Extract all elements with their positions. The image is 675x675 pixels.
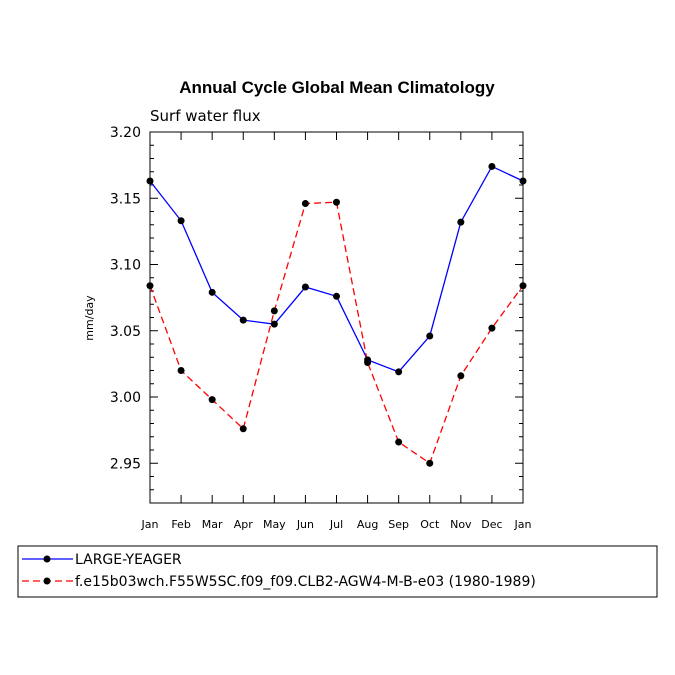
x-tick-label: May xyxy=(263,518,286,531)
series-2-point xyxy=(519,282,527,290)
series-1-point xyxy=(177,217,185,225)
series-2-point xyxy=(301,200,309,208)
series-2-point xyxy=(426,459,434,467)
x-tick-label: Dec xyxy=(481,518,502,531)
x-tick-label: Jun xyxy=(296,518,314,531)
x-tick-label: Feb xyxy=(171,518,190,531)
legend-marker-series-2 xyxy=(43,577,51,585)
series-2-point xyxy=(488,324,496,332)
x-tick-label: Jan xyxy=(141,518,159,531)
series-2-point xyxy=(177,367,185,374)
series-2-point xyxy=(146,282,154,290)
y-tick-label: 2.95 xyxy=(110,456,141,472)
series-1-point xyxy=(208,288,216,296)
series-line-2 xyxy=(149,201,524,465)
series-1-point xyxy=(301,283,309,291)
legend: LARGE-YEAGER f.e15b03wch.F55W5SC.f09_f09… xyxy=(17,545,658,598)
y-tick-label: 3.00 xyxy=(110,390,141,406)
x-tick-label: Mar xyxy=(202,518,223,531)
series-line-1 xyxy=(149,165,524,373)
series-2-point xyxy=(395,438,403,446)
legend-box xyxy=(17,545,658,598)
series-1-point xyxy=(239,316,247,324)
x-tick-label: Jul xyxy=(329,518,343,531)
series-2-point xyxy=(270,307,278,315)
x-tick-label: Apr xyxy=(234,518,254,531)
series-2-point xyxy=(364,359,372,367)
series-1-point xyxy=(146,177,154,185)
y-tick-label: 3.10 xyxy=(110,258,141,274)
series-1-point xyxy=(333,292,340,300)
series-2-point xyxy=(208,396,216,404)
y-axis-label: mm/day xyxy=(83,295,96,341)
x-tick-label: Jan xyxy=(514,518,532,531)
series-2-point xyxy=(333,198,340,206)
series-1-point xyxy=(426,332,434,340)
x-tick-label: Nov xyxy=(450,518,472,531)
series-1-point xyxy=(457,218,465,226)
x-tick-label: Aug xyxy=(357,518,378,531)
legend-label-series-2: f.e15b03wch.F55W5SC.f09_f09.CLB2-AGW4-M-… xyxy=(75,574,536,590)
y-tick-label: 3.20 xyxy=(110,125,141,141)
series-1-point xyxy=(519,177,527,185)
legend-label-series-1: LARGE-YEAGER xyxy=(75,552,182,568)
series-2-point xyxy=(457,372,465,380)
legend-marker-series-1 xyxy=(43,555,51,563)
x-tick-label: Sep xyxy=(388,518,409,531)
series-1-point xyxy=(270,320,278,328)
series-1-point xyxy=(395,368,403,376)
y-tick-label: 3.05 xyxy=(110,324,141,340)
series-1-point xyxy=(488,162,496,170)
y-tick-label: 3.15 xyxy=(110,191,141,207)
series-2-point xyxy=(239,425,247,433)
plot-frame xyxy=(149,131,524,504)
chart-title: Annual Cycle Global Mean Climatology xyxy=(179,78,495,97)
x-tick-label: Oct xyxy=(420,518,440,531)
chart-subtitle: Surf water flux xyxy=(150,107,261,125)
